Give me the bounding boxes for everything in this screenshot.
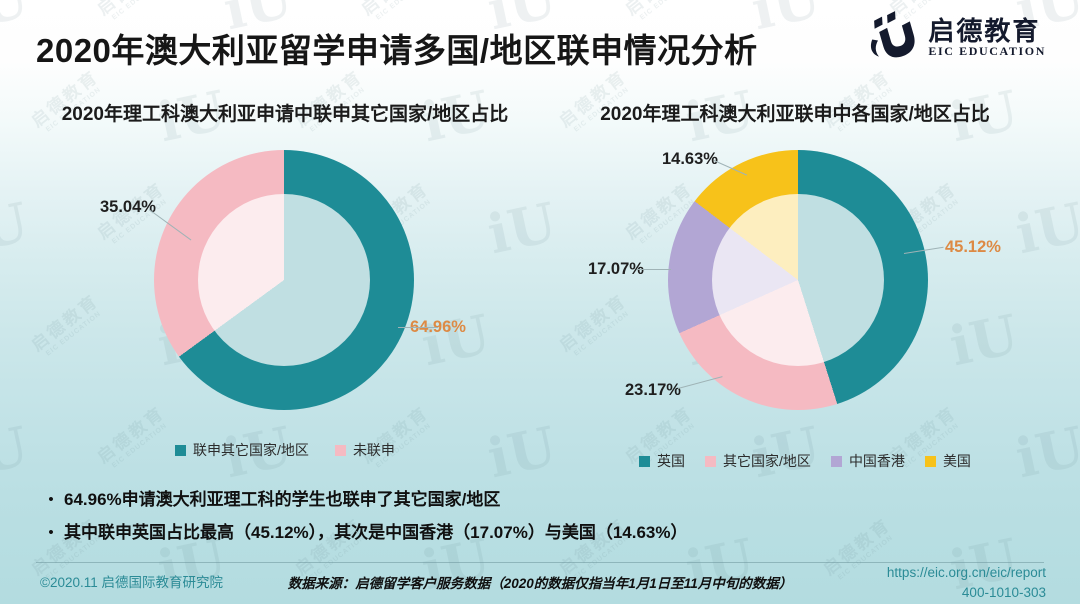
left-donut-chart (154, 150, 414, 410)
legend-item-uk: 英国 (639, 451, 685, 471)
right-donut-hole (712, 194, 884, 366)
watermark: iU (1010, 189, 1080, 267)
legend-item-hongkong: 中国香港 (830, 451, 905, 471)
legend-label-other: 其它国家/地区 (723, 453, 811, 469)
page-title: 2020年澳大利亚留学申请多国/地区联申情况分析 (36, 32, 758, 69)
footer-phone: 400-1010-303 (961, 585, 1046, 601)
footer-data-source: 数据来源：启德留学客户服务数据（2020的数据仅指当年1月1日至11月中旬的数据… (287, 576, 793, 591)
bullet-dot: • (48, 491, 54, 508)
left-leader-joint (398, 327, 438, 328)
watermark: iU (0, 189, 34, 267)
bullet-dot: • (48, 524, 54, 541)
right-label-usa: 14.63% (662, 150, 718, 168)
legend-item-usa: 美国 (924, 451, 971, 471)
right-chart-legend: 英国 其它国家/地区 中国香港 美国 (600, 451, 1010, 471)
bullet-text-1: 64.96%申请澳大利亚理工科的学生也联申了其它国家/地区 (64, 490, 501, 509)
left-chart-legend: 联申其它国家/地区 未联申 (60, 440, 510, 460)
bullet-text-2: 其中联申英国占比最高（45.12%），其次是中国香港（17.07%）与美国（14… (64, 523, 688, 542)
eic-logo-name-cn: 启德教育 (928, 16, 1041, 47)
legend-label-joint: 联申其它国家/地区 (193, 442, 309, 458)
watermark: iU (1010, 413, 1080, 491)
legend-swatch-usa (924, 455, 936, 467)
footer-copyright: ©2020.11 启德国际教育研究院 (40, 575, 223, 590)
key-findings: • 64.96%申请澳大利亚理工科的学生也联申了其它国家/地区 • 其中联申英国… (38, 488, 687, 554)
legend-swatch-not-joint (334, 444, 346, 456)
footer-contact: https://eic.org.cn/eic/report 400-1010-3… (887, 564, 1046, 604)
legend-swatch-joint (175, 444, 187, 456)
eic-logo: 启德教育 EIC EDUCATION (862, 10, 1046, 66)
legend-label-usa: 美国 (942, 453, 971, 469)
eic-logo-text: 启德教育 EIC EDUCATION (928, 16, 1046, 59)
right-label-other: 23.17% (625, 381, 681, 399)
right-label-uk: 45.12% (945, 238, 1001, 256)
legend-item-not-joint: 未联申 (334, 440, 395, 460)
watermark: iU (482, 189, 562, 267)
legend-swatch-uk (639, 455, 651, 467)
legend-item-other: 其它国家/地区 (705, 451, 811, 471)
right-leader-other (677, 376, 723, 389)
legend-label-hongkong: 中国香港 (848, 453, 905, 469)
right-leader-hongkong (637, 269, 671, 270)
legend-label-not-joint: 未联申 (352, 442, 395, 458)
watermark: iU (944, 301, 1024, 379)
legend-swatch-other (705, 455, 717, 467)
left-chart-title: 2020年理工科澳大利亚申请中联申其它国家/地区占比 (61, 104, 509, 125)
right-chart-title: 2020年理工科澳大利亚联申中各国家/地区占比 (600, 104, 990, 125)
footer: ©2020.11 启德国际教育研究院 数据来源：启德留学客户服务数据（2020的… (0, 558, 1080, 604)
right-label-hongkong: 17.07% (588, 260, 644, 278)
left-donut-hole (198, 194, 370, 366)
watermark: iU (0, 413, 34, 491)
left-label-not-joint: 35.04% (100, 198, 156, 216)
legend-label-uk: 英国 (657, 453, 686, 469)
eic-logo-icon (871, 11, 915, 58)
right-donut-chart (668, 150, 928, 410)
legend-swatch-hongkong (830, 455, 842, 467)
bullet-item: • 其中联申英国占比最高（45.12%），其次是中国香港（17.07%）与美国（… (38, 521, 687, 545)
watermark: iU (416, 301, 496, 379)
eic-logo-name-en: EIC EDUCATION (928, 44, 1046, 59)
watermark: iU (0, 0, 34, 43)
legend-item-joint: 联申其它国家/地区 (175, 440, 309, 460)
bullet-item: • 64.96%申请澳大利亚理工科的学生也联申了其它国家/地区 (38, 488, 687, 512)
footer-report-link[interactable]: https://eic.org.cn/eic/report (886, 565, 1046, 580)
footer-divider (36, 562, 1044, 563)
watermark: iU (746, 0, 826, 43)
